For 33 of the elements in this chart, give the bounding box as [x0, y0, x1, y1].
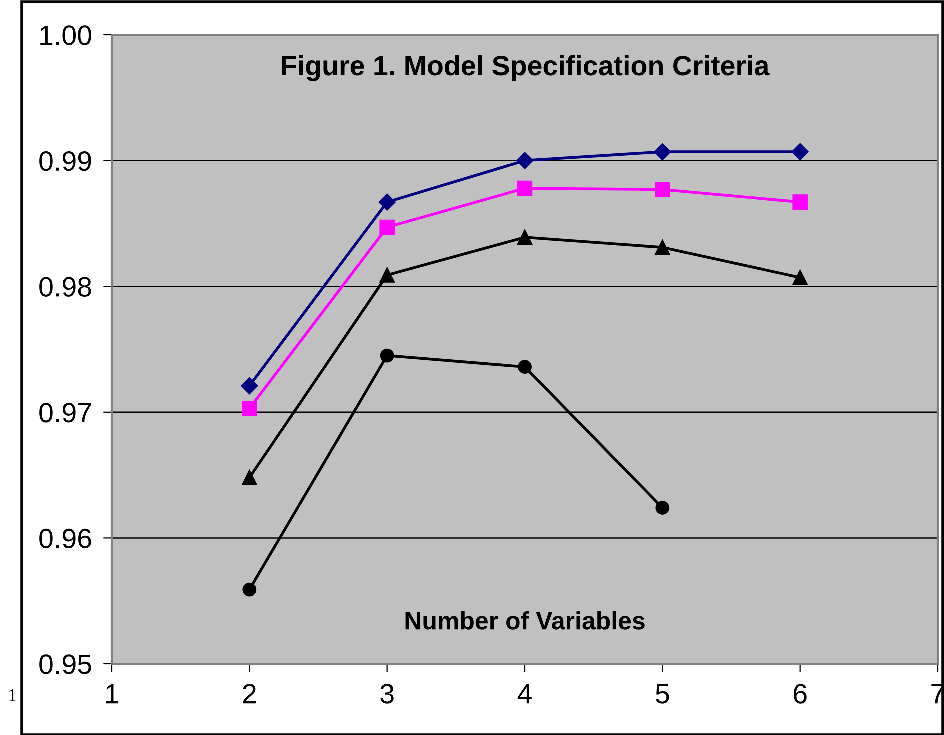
point [655, 240, 670, 256]
point [380, 348, 394, 363]
point [380, 268, 395, 283]
text: Figure 1. Model Specification Criteria [282, 55, 770, 82]
point [517, 180, 533, 196]
point [242, 582, 257, 597]
point [378, 194, 396, 211]
point [792, 270, 808, 286]
x-tick-label: 2 [243, 684, 256, 704]
point [792, 194, 808, 210]
point [242, 400, 258, 416]
y-tick-label: 0.97 [40, 403, 92, 423]
point [241, 377, 258, 395]
x-tick-label: 5 [656, 684, 670, 704]
point [517, 230, 533, 246]
point [655, 182, 670, 198]
point [792, 143, 809, 161]
point [654, 143, 672, 161]
x-tick-label: 6 [794, 684, 807, 704]
y-tick-label: 0.95 [40, 654, 92, 674]
y-tick-label: 0.99 [40, 151, 92, 172]
x-tick-label: 4 [518, 684, 532, 704]
point [380, 220, 395, 236]
y-tick-label: 0.98 [40, 277, 92, 297]
point [242, 470, 258, 486]
y-tick-label: 1.00 [40, 26, 92, 46]
point [656, 501, 670, 515]
x-tick-label: 3 [380, 684, 394, 704]
point [516, 152, 534, 170]
x-tick-label: 1 [106, 684, 118, 704]
x-axis-title: Number of Variables [406, 611, 645, 630]
y-tick-label: 0.96 [40, 528, 92, 549]
point [518, 360, 532, 374]
